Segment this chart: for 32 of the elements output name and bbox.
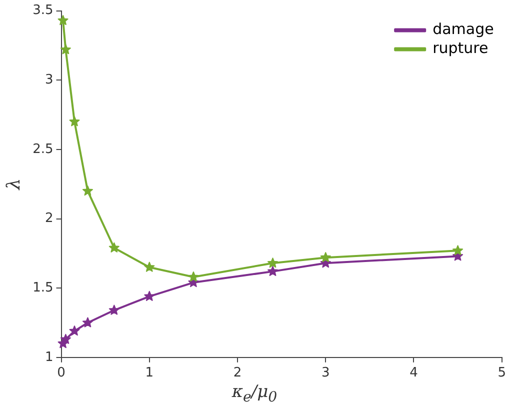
- y-tick-label: 1: [44, 350, 54, 365]
- x-tick-label: 1: [145, 366, 154, 381]
- y-axis-title: λ: [3, 178, 24, 191]
- point: [60, 44, 71, 54]
- x-tick-label: 5: [498, 366, 506, 381]
- point: [69, 326, 80, 336]
- x-tick-label: 3: [321, 366, 330, 381]
- point: [320, 252, 331, 262]
- y-tick-label: 2.5: [32, 142, 54, 157]
- point: [108, 304, 120, 315]
- point: [108, 242, 120, 252]
- point: [144, 262, 155, 272]
- legend-label: damage: [432, 20, 494, 38]
- point: [268, 266, 278, 276]
- x-tick-label: 2: [233, 366, 242, 381]
- point: [268, 258, 278, 268]
- y-tick-label: 3: [44, 72, 54, 88]
- point: [188, 271, 199, 282]
- legend-label: rupture: [432, 39, 488, 58]
- x-tick-label: 4: [410, 366, 418, 381]
- y-tick-label: 3.5: [32, 3, 54, 18]
- point: [452, 245, 464, 256]
- point: [60, 334, 71, 344]
- point: [82, 317, 93, 328]
- y-tick-label: 2: [44, 211, 54, 226]
- point: [69, 116, 80, 126]
- point: [82, 186, 93, 196]
- x-tick-label: 0: [57, 366, 66, 381]
- point: [144, 290, 155, 301]
- y-tick-label: 1.5: [32, 280, 54, 296]
- point: [58, 15, 68, 26]
- x-axis-title: κ$_{e}$/μ$_{0}$: [230, 382, 278, 406]
